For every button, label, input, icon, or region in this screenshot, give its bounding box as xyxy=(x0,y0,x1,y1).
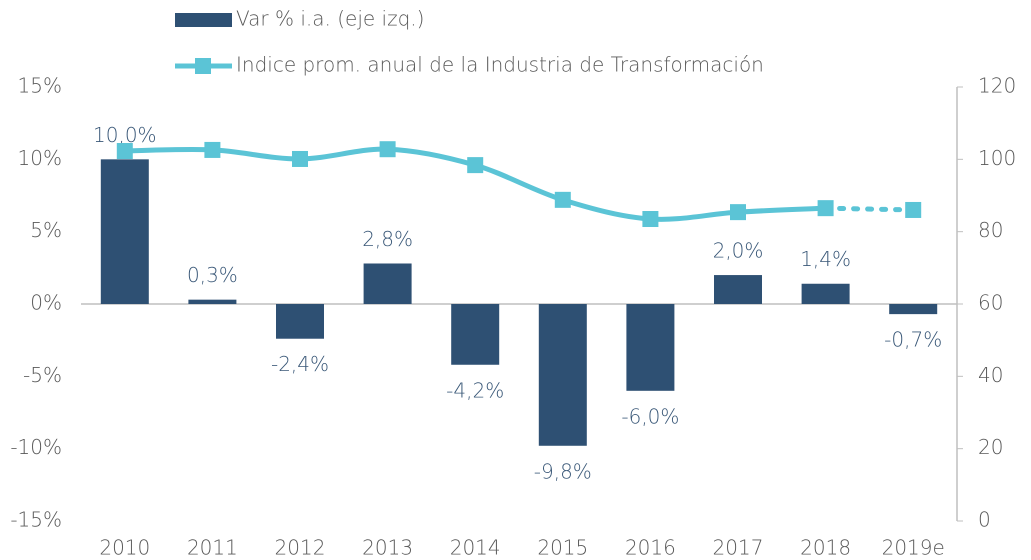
line-dotted xyxy=(823,205,916,213)
legend-label: Indice prom. anual de la Industria de Tr… xyxy=(236,53,764,77)
value-label: -6,0% xyxy=(621,404,679,428)
value-label: 10,0% xyxy=(93,123,157,147)
bar xyxy=(801,283,850,304)
x-tick-label: 2016 xyxy=(625,536,676,560)
bar xyxy=(100,159,149,304)
marker xyxy=(905,201,922,218)
x-tick-label: 2012 xyxy=(275,536,326,560)
y2-tick-label: 0 xyxy=(978,508,991,532)
y2-tick-label: 20 xyxy=(978,435,1003,459)
x-tick-label: 2018 xyxy=(800,536,851,560)
bar xyxy=(451,304,500,365)
y-tick-label: -15% xyxy=(10,508,62,532)
y-tick-label: -10% xyxy=(10,435,62,459)
x-tick-label: 2017 xyxy=(713,536,764,560)
y2-tick-label: 80 xyxy=(978,218,1003,242)
y2-tick-label: 60 xyxy=(978,291,1003,315)
bar xyxy=(889,304,938,315)
y2-tick-label: 100 xyxy=(978,146,1016,170)
bar xyxy=(714,275,762,304)
value-label: 0,3% xyxy=(187,263,238,287)
y-tick-label: -5% xyxy=(23,363,62,387)
x-tick-label: 2010 xyxy=(99,536,150,560)
marker xyxy=(554,191,571,208)
legend-swatch xyxy=(175,13,232,27)
x-tick-label: 2011 xyxy=(187,536,238,560)
value-label: -0,7% xyxy=(884,328,942,352)
x-tick-label: 2014 xyxy=(450,536,501,560)
bar xyxy=(626,304,675,391)
marker xyxy=(379,141,396,158)
value-label: 2,8% xyxy=(362,227,413,251)
legend-marker xyxy=(195,58,211,74)
y2-tick-label: 40 xyxy=(978,363,1003,387)
value-label: 2,0% xyxy=(713,239,764,263)
marker xyxy=(467,157,484,174)
bar xyxy=(363,263,412,304)
x-tick-label: 2015 xyxy=(537,536,588,560)
value-label: -4,2% xyxy=(446,378,504,402)
value-label: 1,4% xyxy=(800,247,851,271)
y-tick-label: 10% xyxy=(18,146,62,170)
bar xyxy=(276,304,324,339)
bar xyxy=(538,304,587,446)
marker xyxy=(817,200,834,217)
marker xyxy=(204,141,221,158)
legend-label: Var % i.a. (eje izq.) xyxy=(236,7,424,31)
x-tick-label: 2013 xyxy=(362,536,413,560)
marker xyxy=(642,211,659,228)
y-tick-label: 15% xyxy=(18,74,62,98)
marker xyxy=(116,143,133,160)
y2-tick-label: 120 xyxy=(978,74,1016,98)
y-tick-label: 0% xyxy=(30,291,62,315)
value-label: -2,4% xyxy=(271,352,329,376)
value-label: -9,8% xyxy=(534,459,592,483)
marker xyxy=(292,150,308,167)
marker xyxy=(730,204,746,221)
y-tick-label: 5% xyxy=(30,218,62,242)
bar xyxy=(188,299,237,304)
x-tick-label: 2019e xyxy=(882,536,945,560)
